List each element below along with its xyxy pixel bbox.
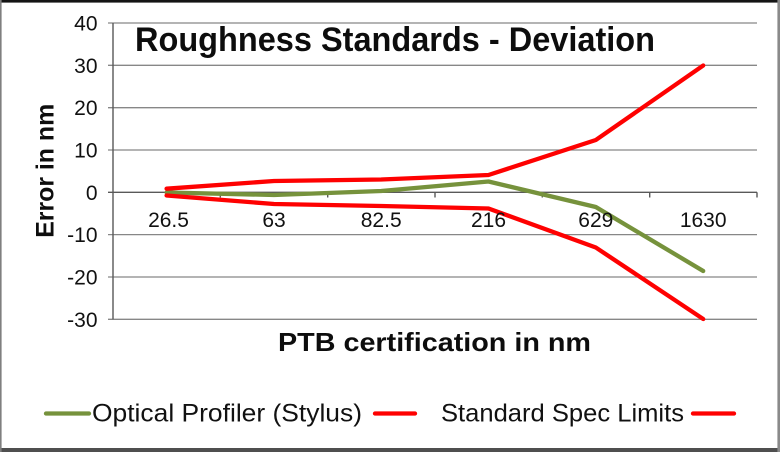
- svg-text:-10: -10: [67, 224, 97, 247]
- svg-text:10: 10: [74, 140, 97, 163]
- svg-text:20: 20: [74, 97, 97, 120]
- svg-text:PTB certification in nm: PTB certification in nm: [278, 327, 591, 357]
- svg-text:30: 30: [74, 55, 97, 78]
- svg-text:40: 40: [74, 13, 97, 36]
- svg-text:Standard Spec Limits: Standard Spec Limits: [441, 400, 684, 428]
- svg-text:63: 63: [262, 209, 285, 232]
- svg-text:629: 629: [578, 209, 613, 232]
- svg-text:Error in nm: Error in nm: [32, 104, 60, 238]
- svg-text:-30: -30: [67, 309, 97, 332]
- svg-text:216: 216: [471, 209, 506, 232]
- svg-text:Roughness Standards - Deviatio: Roughness Standards - Deviation: [135, 21, 655, 59]
- svg-text:26.5: 26.5: [148, 209, 189, 232]
- svg-text:82.5: 82.5: [361, 209, 402, 232]
- svg-text:1630: 1630: [680, 209, 727, 232]
- svg-text:0: 0: [86, 182, 98, 205]
- svg-text:-20: -20: [67, 267, 97, 290]
- svg-text:Optical Profiler (Stylus): Optical Profiler (Stylus): [92, 400, 362, 428]
